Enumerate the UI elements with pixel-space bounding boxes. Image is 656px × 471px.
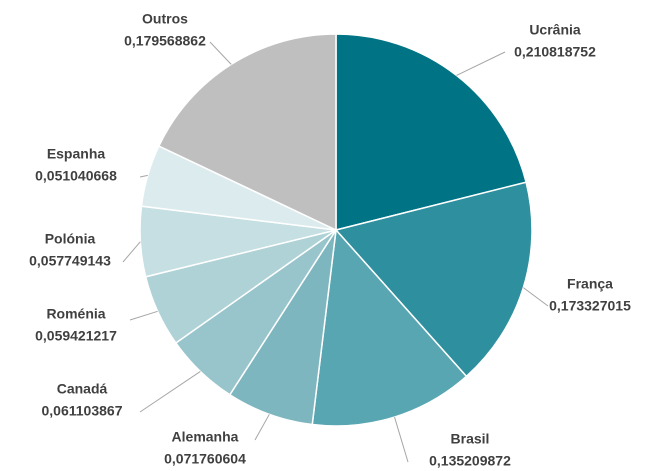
leader-line	[129, 310, 158, 321]
value-label: 0,057749143	[29, 253, 111, 269]
leader-line	[209, 41, 232, 65]
leader-line	[254, 414, 270, 441]
slice-label: França	[567, 276, 613, 292]
slice-label: Alemanha	[172, 429, 239, 445]
leader-line	[122, 241, 141, 263]
leader-line	[139, 174, 148, 178]
leader-line	[394, 416, 409, 463]
value-label: 0,210818752	[514, 44, 596, 60]
leader-line	[456, 51, 506, 76]
pie-slice	[311, 228, 468, 427]
slice-label: Canadá	[57, 381, 108, 397]
slice-label: Outros	[142, 11, 188, 27]
leader-line	[523, 287, 549, 307]
value-label: 0,071760604	[164, 451, 246, 467]
pie-slice	[335, 33, 528, 231]
value-label: 0,051040668	[35, 168, 117, 184]
slice-label: Brasil	[451, 431, 490, 447]
pie-slice	[334, 181, 533, 378]
slice-label: Polónia	[45, 231, 96, 247]
slice-label: Roménia	[46, 306, 105, 322]
pie-slice	[157, 33, 337, 232]
leader-line	[139, 371, 201, 413]
value-label: 0,179568862	[124, 33, 206, 49]
value-label: 0,173327015	[549, 298, 631, 314]
value-label: 0,059421217	[35, 328, 117, 344]
value-label: 0,135209872	[429, 453, 511, 469]
slice-label: Ucrânia	[529, 22, 581, 38]
value-label: 0,061103867	[42, 403, 123, 419]
slice-label: Espanha	[47, 146, 106, 162]
